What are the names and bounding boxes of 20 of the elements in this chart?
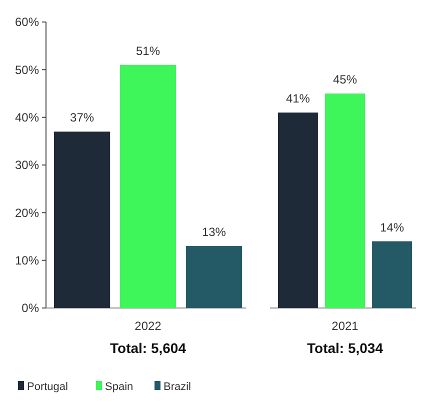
y-tick-label: 20% [14, 206, 40, 220]
y-tick-label: 50% [14, 62, 40, 77]
text: Total: 5,604 [110, 340, 186, 356]
x-tick-label: 2021 [332, 319, 359, 333]
legend-label: Portugal [27, 380, 68, 393]
data-label: 45% [332, 72, 358, 86]
y-tick-label: 0% [22, 301, 40, 316]
y-tick-label: 30% [14, 158, 40, 172]
text: Total: 5,034 [307, 340, 384, 356]
data-label: 41% [286, 92, 310, 106]
legend-label: Spain [105, 380, 134, 393]
legend-label: Brazil [164, 380, 192, 393]
data-label: 37% [70, 110, 94, 125]
y-tick-label: 40% [14, 110, 40, 125]
y-tick-label: 10% [14, 254, 40, 268]
x-tick-label: 2022 [134, 319, 162, 333]
y-tick-label: 60% [14, 15, 40, 30]
data-label: 14% [380, 220, 404, 234]
data-label: 13% [202, 225, 226, 240]
data-label: 51% [136, 44, 160, 58]
